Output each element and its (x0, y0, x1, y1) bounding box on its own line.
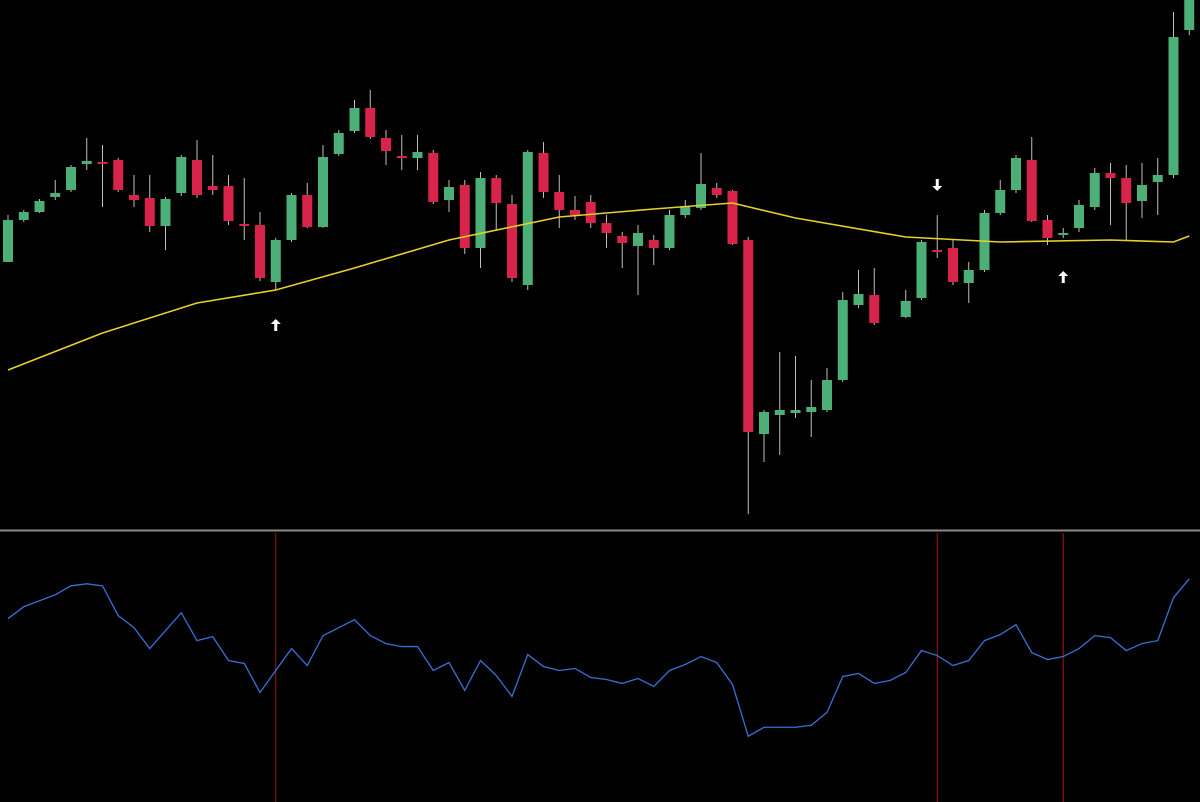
candle-body (507, 204, 517, 278)
candle-body (743, 240, 754, 432)
candle-body (1168, 37, 1179, 175)
candle-body (381, 138, 391, 151)
candle-body (664, 215, 675, 248)
candle-body (81, 161, 92, 164)
candle-body (18, 212, 29, 220)
candle-body (633, 233, 643, 246)
candle-body (66, 167, 76, 190)
candle-body (522, 152, 533, 285)
candle-body (270, 240, 281, 282)
candle-body (207, 186, 218, 190)
candle-body (900, 301, 911, 317)
candle-body (1074, 205, 1084, 228)
candle-body (995, 190, 1006, 213)
candle-body (160, 199, 171, 226)
signal-arrow (1058, 271, 1069, 283)
candle-body (491, 178, 502, 203)
candle-body (239, 224, 250, 226)
candle-body (790, 410, 801, 413)
signal-arrow (932, 179, 943, 191)
candle-body (932, 250, 943, 252)
candle-body (648, 240, 659, 248)
candle-body (916, 242, 927, 298)
candle-body (129, 195, 139, 200)
moving-average (7, 202, 1190, 371)
candle-body (585, 202, 596, 223)
candle-body (1089, 173, 1100, 207)
candle-body (333, 133, 344, 154)
candle-body (50, 193, 61, 197)
candle-body (176, 157, 187, 193)
candle-body (837, 300, 848, 380)
candle-body (759, 412, 769, 434)
candle-body (223, 186, 234, 221)
candle-body (806, 407, 817, 412)
candle-body (554, 192, 565, 210)
candle-body (680, 206, 691, 215)
candle-body (3, 220, 13, 262)
candle-body (822, 380, 832, 410)
candle-body (475, 178, 486, 248)
candle-body (1121, 178, 1132, 203)
candle-body (1105, 173, 1116, 178)
candle-body (1152, 175, 1163, 182)
candle-body (396, 156, 407, 158)
candle-body (538, 153, 549, 192)
candle-body (1042, 220, 1053, 238)
candle-body (601, 223, 612, 233)
candle-body (144, 198, 155, 226)
candle-body (1011, 158, 1021, 190)
candle-body (853, 294, 864, 305)
candle-body (302, 195, 313, 227)
candle-body (97, 162, 108, 164)
candle-body (948, 248, 958, 282)
signal-arrow (270, 319, 281, 331)
candle-body (192, 160, 202, 195)
candle-body (1026, 160, 1037, 221)
candle-body (1184, 0, 1195, 30)
oscillator-line (7, 578, 1190, 738)
candle-body (774, 410, 785, 415)
candle-body (727, 191, 738, 244)
candle-body (113, 160, 124, 190)
candle-body (696, 184, 706, 208)
candle-body (869, 295, 880, 323)
candle-body (1137, 185, 1147, 201)
candle-body (963, 270, 974, 283)
candle-body (349, 108, 360, 131)
candle-body (286, 195, 297, 240)
candle-body (1058, 233, 1069, 235)
candle-body (570, 210, 580, 215)
candle-body (617, 236, 628, 243)
candle-body (255, 225, 265, 278)
candle-body (428, 153, 439, 202)
candle-body (459, 185, 470, 248)
candle-body (34, 201, 45, 212)
candle-body (365, 108, 376, 137)
candle-body (318, 157, 328, 227)
candle-body (412, 152, 423, 158)
candle-body (444, 187, 454, 200)
candle-body (711, 188, 722, 195)
